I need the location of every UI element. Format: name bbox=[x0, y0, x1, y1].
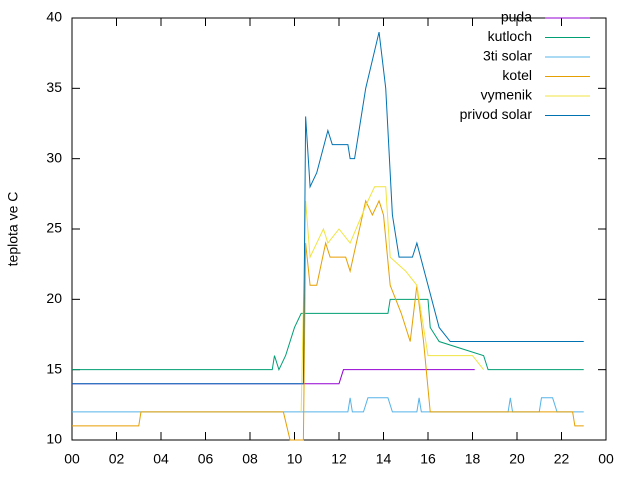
x-tick-label: 08 bbox=[242, 451, 258, 467]
series-line bbox=[72, 397, 584, 413]
y-tick-label: 40 bbox=[46, 9, 62, 25]
x-tick-label: 02 bbox=[109, 451, 125, 467]
series-line bbox=[72, 199, 584, 441]
y-tick-label: 10 bbox=[46, 431, 62, 447]
x-tick-label: 18 bbox=[465, 451, 481, 467]
series-line bbox=[72, 298, 584, 372]
legend-label: 3ti solar bbox=[483, 48, 532, 64]
x-tick-label: 04 bbox=[153, 451, 169, 467]
legend-label: vymenik bbox=[481, 87, 533, 103]
y-axis-label: teplota ve C bbox=[5, 192, 21, 267]
x-tick-label: 00 bbox=[64, 451, 80, 467]
x-tick-label: 14 bbox=[376, 451, 392, 467]
y-tick-label: 15 bbox=[46, 360, 62, 376]
series-line bbox=[300, 186, 485, 412]
y-tick-label: 25 bbox=[46, 220, 62, 236]
x-tick-label: 22 bbox=[554, 451, 570, 467]
series-line bbox=[72, 31, 584, 385]
series-line bbox=[72, 369, 475, 385]
x-tick-label: 12 bbox=[331, 451, 347, 467]
y-tick-label: 30 bbox=[46, 149, 62, 165]
x-tick-label: 20 bbox=[509, 451, 525, 467]
y-tick-label: 20 bbox=[46, 290, 62, 306]
y-tick-label: 35 bbox=[46, 79, 62, 95]
x-tick-label: 00 bbox=[598, 451, 614, 467]
legend-label: privod solar bbox=[460, 106, 533, 122]
x-tick-label: 10 bbox=[287, 451, 303, 467]
legend-label: puda bbox=[501, 9, 532, 25]
x-tick-label: 06 bbox=[198, 451, 214, 467]
x-tick-label: 16 bbox=[420, 451, 436, 467]
legend-label: kotel bbox=[502, 67, 532, 83]
legend-label: kutloch bbox=[488, 28, 532, 44]
